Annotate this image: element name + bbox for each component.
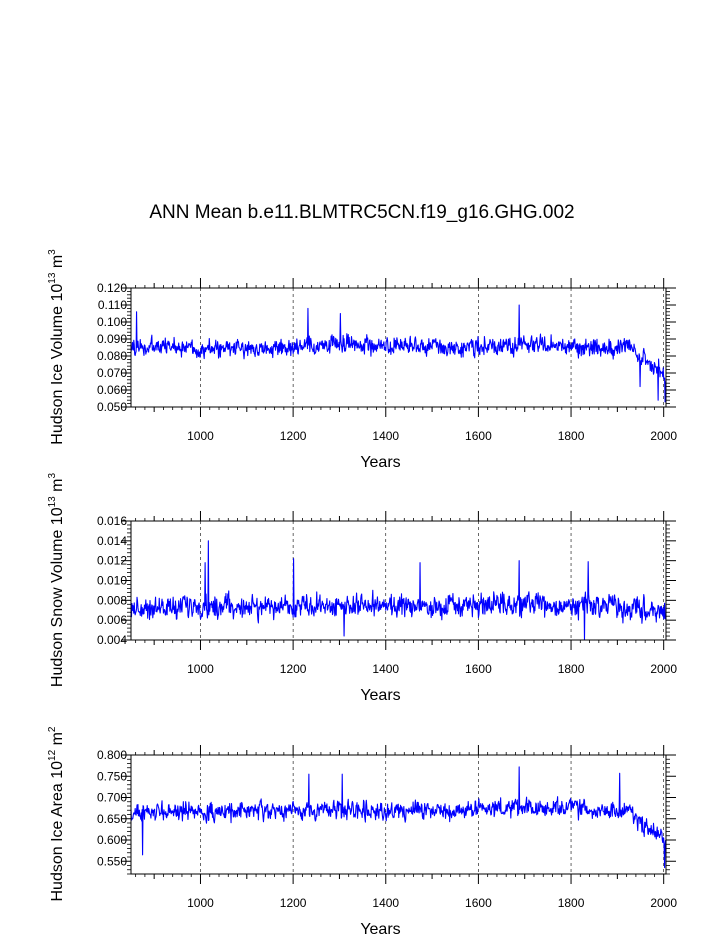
y-tick-label: 0.120 xyxy=(97,281,127,295)
x-tick-label: 1600 xyxy=(465,662,492,676)
y-tick-label: 0.750 xyxy=(97,769,127,783)
y-axis-label: Hudson Snow Volume 1013 m3 xyxy=(47,472,66,687)
x-axis-label: Years xyxy=(360,687,400,704)
y-tick-label: 0.600 xyxy=(97,833,127,847)
y-tick-label: 0.016 xyxy=(97,514,127,528)
y-tick-label: 0.008 xyxy=(97,593,127,607)
plot-frame xyxy=(130,520,667,641)
x-tick-label: 1400 xyxy=(372,896,399,910)
figure-title: ANN Mean b.e11.BLMTRC5CN.f19_g16.GHG.002 xyxy=(149,202,574,223)
x-tick-label: 1200 xyxy=(280,662,307,676)
x-tick-label: 1800 xyxy=(558,429,585,443)
y-tick-label: 0.090 xyxy=(97,332,127,346)
y-tick-label: 0.080 xyxy=(97,349,127,363)
x-tick-label: 1600 xyxy=(465,896,492,910)
x-tick-label: 1000 xyxy=(187,896,214,910)
y-tick-label: 0.650 xyxy=(97,812,127,826)
y-tick-label: 0.004 xyxy=(97,633,127,647)
x-tick-label: 1000 xyxy=(187,662,214,676)
snow-volume-panel: 1000 1200 1400 1600 1800 2000 0.004 0.006 0.008 0… xyxy=(47,472,677,704)
data-series-line xyxy=(130,540,667,641)
x-tick-label: 1600 xyxy=(465,429,492,443)
y-tick-label: 0.100 xyxy=(97,315,127,329)
y-tick-label: 0.010 xyxy=(97,574,127,588)
y-tick-label: 0.110 xyxy=(98,298,127,312)
x-tick-label: 2000 xyxy=(650,662,677,676)
x-tick-label: 1400 xyxy=(372,662,399,676)
y-tick-label: 0.050 xyxy=(97,400,127,414)
x-tick-label: 1000 xyxy=(187,429,214,443)
y-tick-label: 0.800 xyxy=(97,748,127,762)
data-series-line xyxy=(130,766,667,869)
plot-frame xyxy=(130,287,667,408)
x-tick-label: 1200 xyxy=(280,896,307,910)
y-tick-label: 0.012 xyxy=(97,554,127,568)
x-axis-label: Years xyxy=(360,921,400,935)
y-tick-label: 0.006 xyxy=(97,613,127,627)
y-tick-label: 0.550 xyxy=(97,854,127,868)
x-tick-label: 1800 xyxy=(558,662,585,676)
y-axis-label: Hudson Ice Area 1012 m2 xyxy=(47,726,66,901)
ice-area-panel: 1000 1200 1400 1600 1800 2000 0.550 0.600 0.650 0… xyxy=(47,726,677,935)
x-tick-label: 1400 xyxy=(372,429,399,443)
y-tick-label: 0.700 xyxy=(97,791,127,805)
y-tick-label: 0.060 xyxy=(97,383,127,397)
y-tick-label: 0.014 xyxy=(97,534,127,548)
data-series-line xyxy=(130,304,667,403)
ice-volume-panel: 1000 1200 1400 1600 1800 2000 0.050 0.060 0.070 0… xyxy=(47,249,677,471)
x-tick-label: 1200 xyxy=(280,429,307,443)
x-tick-label: 1800 xyxy=(558,896,585,910)
y-tick-label: 0.070 xyxy=(97,366,127,380)
x-tick-label: 2000 xyxy=(650,429,677,443)
y-axis-label: Hudson Ice Volume 1013 m3 xyxy=(47,249,66,445)
x-axis-label: Years xyxy=(360,454,400,471)
x-tick-label: 2000 xyxy=(650,896,677,910)
